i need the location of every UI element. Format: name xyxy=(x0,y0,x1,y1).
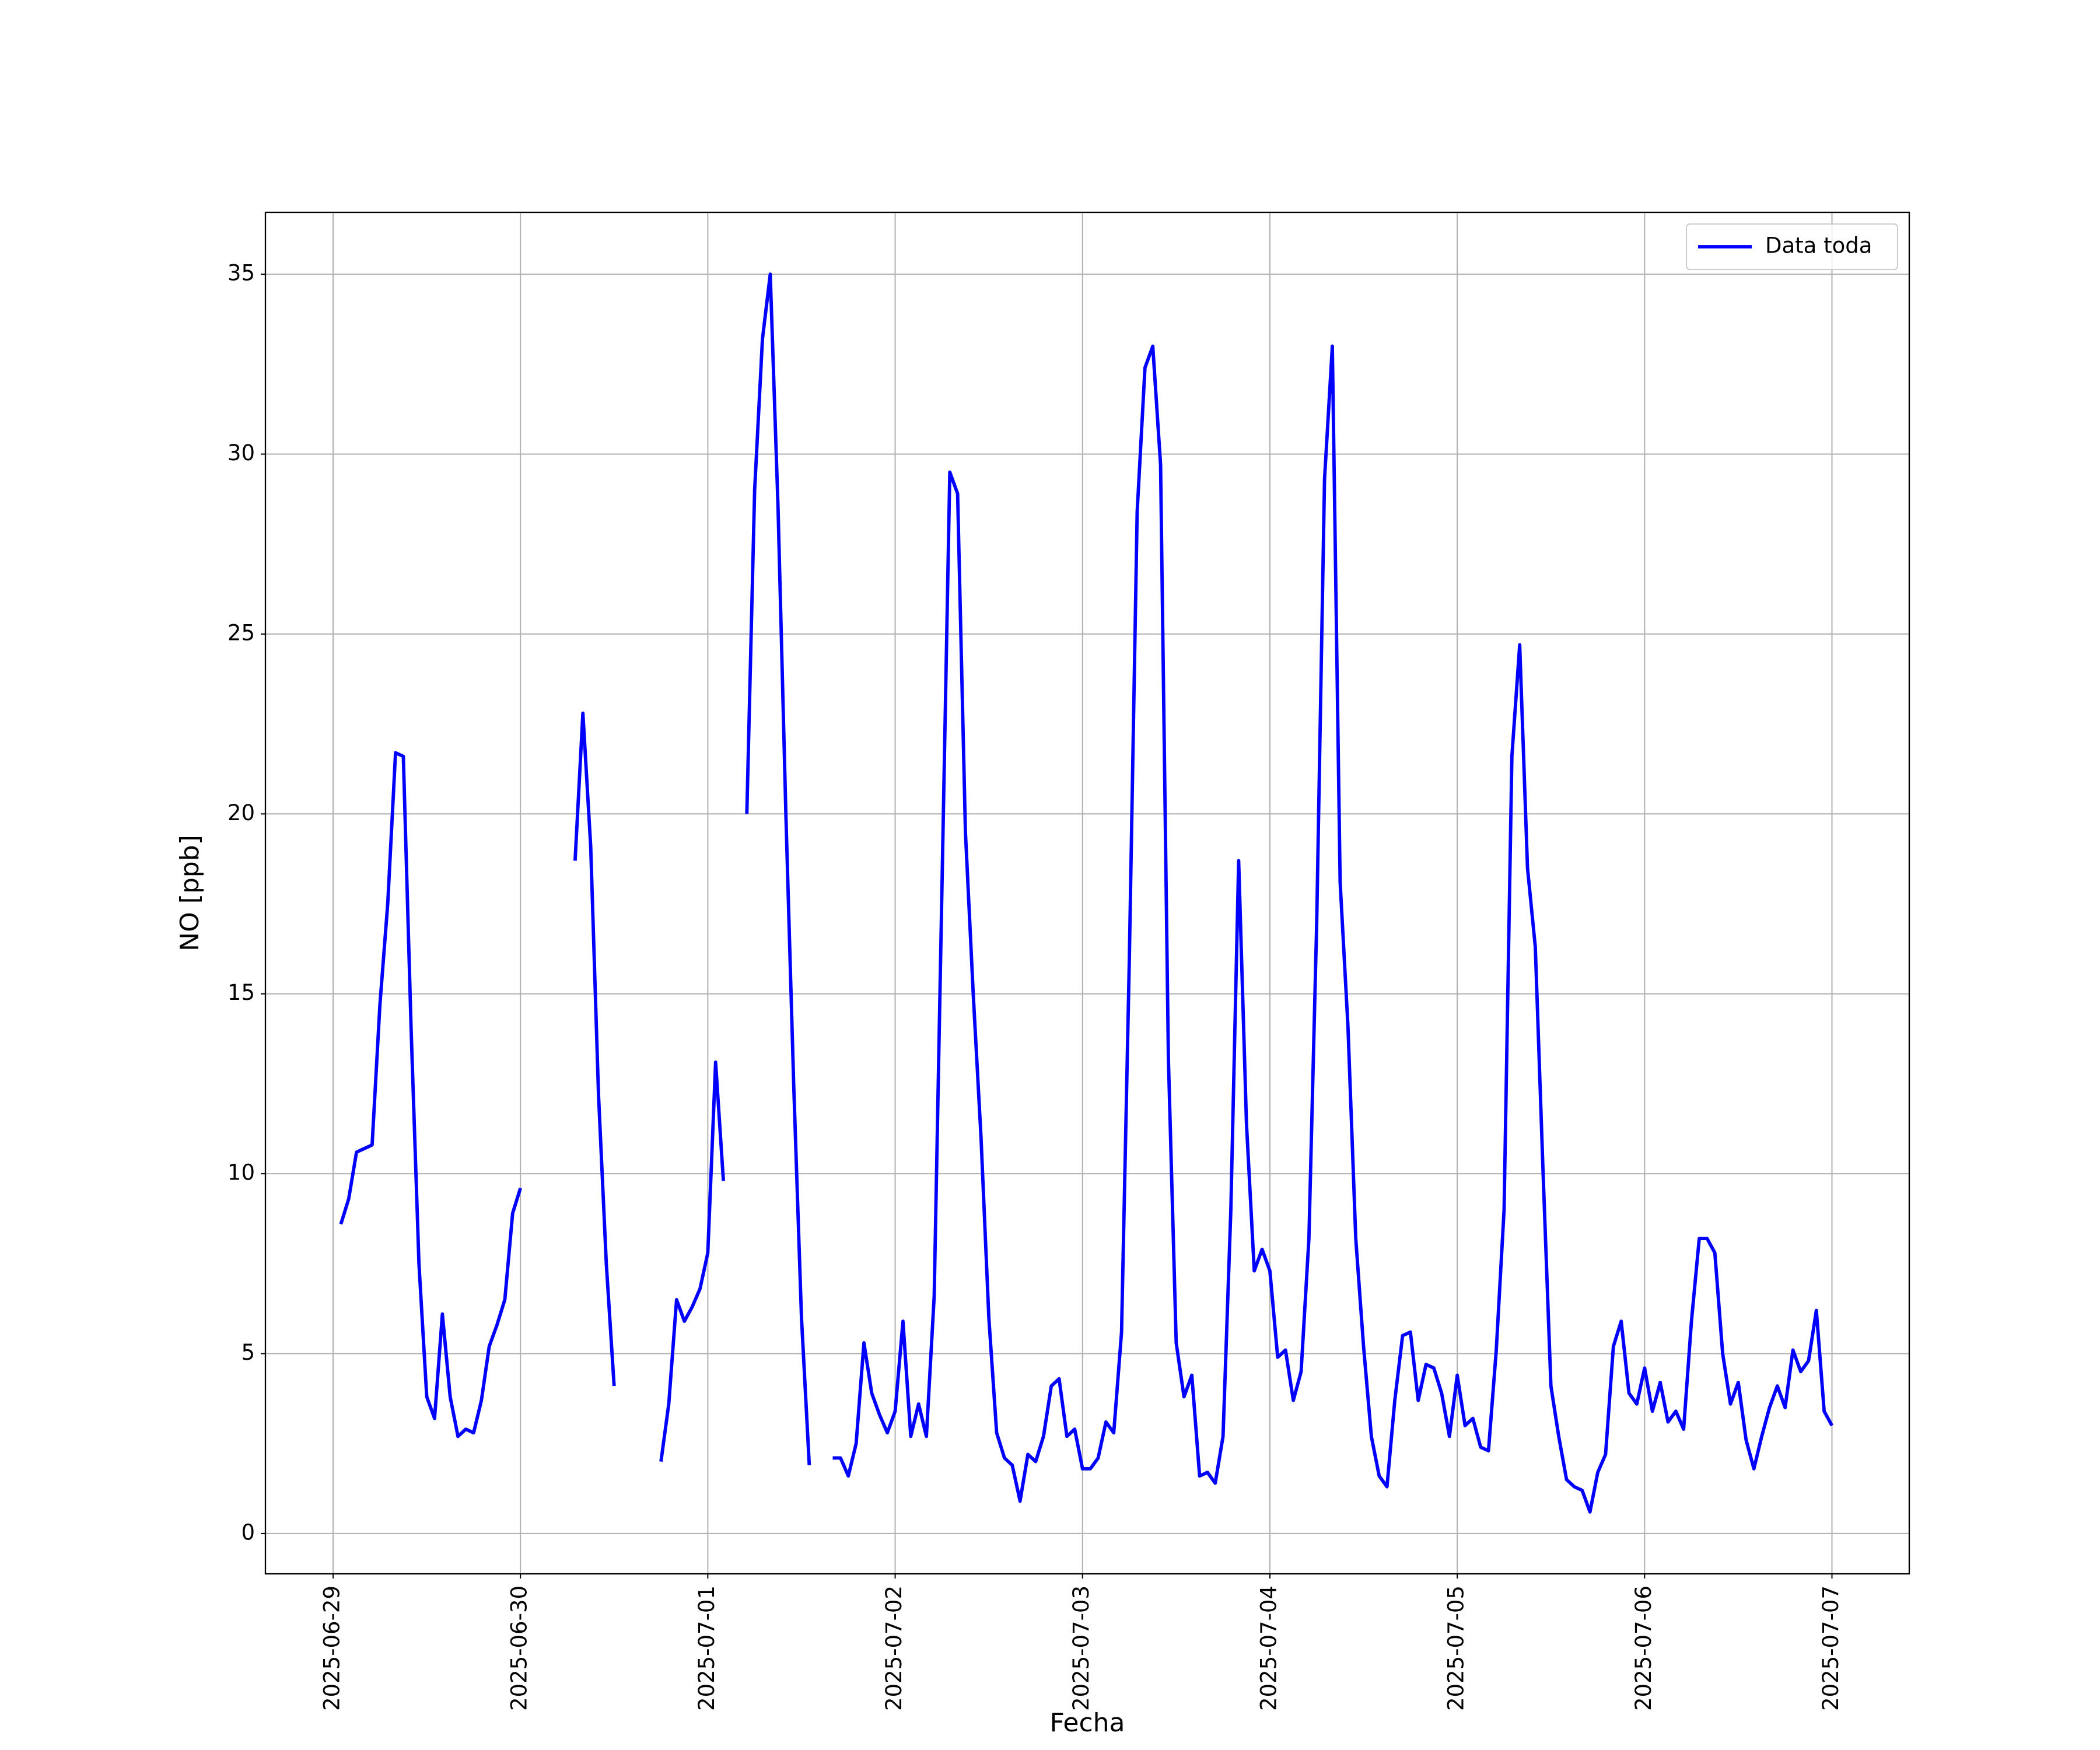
x-axis-label: Fecha xyxy=(1049,1708,1125,1738)
y-tick-label: 20 xyxy=(228,800,255,825)
legend-label: Data toda xyxy=(1765,233,1872,258)
y-tick-label: 10 xyxy=(228,1160,255,1185)
x-tick-label: 2025-06-29 xyxy=(319,1586,344,1711)
x-tick-label: 2025-07-04 xyxy=(1256,1586,1281,1711)
x-tick-label: 2025-07-03 xyxy=(1069,1586,1094,1711)
x-tick-label: 2025-07-02 xyxy=(881,1586,907,1711)
x-tick-label: 2025-07-07 xyxy=(1818,1586,1843,1711)
y-axis-label: NO [ppb] xyxy=(175,835,205,951)
y-tick-label: 35 xyxy=(228,261,255,286)
x-tick-label: 2025-07-06 xyxy=(1631,1586,1656,1711)
y-tick-label: 5 xyxy=(241,1340,255,1365)
x-tick-label: 2025-07-05 xyxy=(1444,1586,1469,1711)
y-tick-label: 0 xyxy=(241,1520,255,1545)
x-tick-label: 2025-06-30 xyxy=(507,1586,532,1711)
plot-frame xyxy=(264,211,1910,1575)
y-tick-label: 15 xyxy=(228,980,255,1005)
data-line xyxy=(339,272,1834,1514)
legend-box xyxy=(1686,223,1898,270)
y-tick-label: 25 xyxy=(228,620,255,645)
y-tick-label: 30 xyxy=(228,440,255,466)
x-tick-label: 2025-07-01 xyxy=(694,1586,719,1711)
